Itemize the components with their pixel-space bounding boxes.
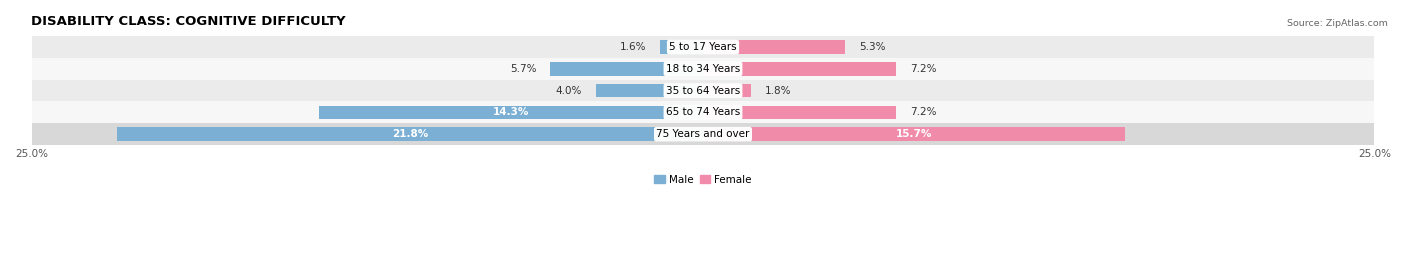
Legend: Male, Female: Male, Female bbox=[650, 171, 756, 189]
Text: Source: ZipAtlas.com: Source: ZipAtlas.com bbox=[1286, 19, 1388, 28]
Text: 1.8%: 1.8% bbox=[765, 86, 792, 96]
Bar bbox=[550, 62, 703, 76]
Text: 65 to 74 Years: 65 to 74 Years bbox=[666, 107, 740, 117]
Bar bbox=[596, 84, 703, 97]
Text: 7.2%: 7.2% bbox=[910, 107, 936, 117]
Text: 4.0%: 4.0% bbox=[555, 86, 582, 96]
Bar bbox=[31, 58, 1375, 80]
Bar bbox=[31, 36, 1375, 58]
Text: 5.3%: 5.3% bbox=[859, 42, 886, 52]
Bar bbox=[703, 62, 897, 76]
Text: 14.3%: 14.3% bbox=[492, 107, 529, 117]
Text: 5 to 17 Years: 5 to 17 Years bbox=[669, 42, 737, 52]
Bar bbox=[118, 127, 703, 141]
Bar bbox=[31, 80, 1375, 102]
Text: 1.6%: 1.6% bbox=[620, 42, 647, 52]
Text: 15.7%: 15.7% bbox=[896, 129, 932, 139]
Text: 21.8%: 21.8% bbox=[392, 129, 429, 139]
Text: 75 Years and over: 75 Years and over bbox=[657, 129, 749, 139]
Bar bbox=[319, 106, 703, 119]
Bar bbox=[31, 123, 1375, 145]
Text: DISABILITY CLASS: COGNITIVE DIFFICULTY: DISABILITY CLASS: COGNITIVE DIFFICULTY bbox=[31, 15, 346, 28]
Bar bbox=[703, 106, 897, 119]
Bar bbox=[703, 127, 1125, 141]
Bar bbox=[659, 40, 703, 54]
Text: 35 to 64 Years: 35 to 64 Years bbox=[666, 86, 740, 96]
Bar bbox=[703, 40, 845, 54]
Text: 7.2%: 7.2% bbox=[910, 64, 936, 74]
Bar bbox=[31, 102, 1375, 123]
Bar bbox=[703, 84, 751, 97]
Text: 5.7%: 5.7% bbox=[510, 64, 537, 74]
Text: 18 to 34 Years: 18 to 34 Years bbox=[666, 64, 740, 74]
